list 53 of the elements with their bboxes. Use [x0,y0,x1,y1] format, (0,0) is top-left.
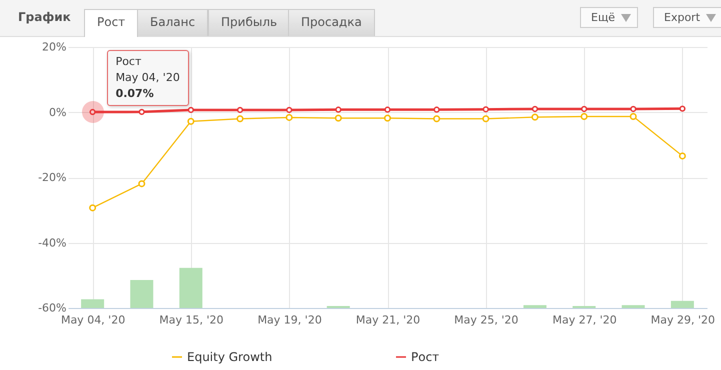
bar [670,300,694,308]
point [678,152,686,160]
point [187,118,194,125]
point [433,115,440,122]
x-tick-label: May 29, '20 [650,314,716,326]
point [384,114,391,122]
x-tick-label: May 19, '20 [258,314,322,326]
point [138,108,145,116]
x-tick-label: May 15, '20 [159,314,224,326]
point [286,106,292,114]
point [138,180,146,188]
point [581,106,588,112]
point [286,114,293,121]
point [580,113,588,120]
point [679,106,686,112]
point [236,115,244,122]
bar [81,299,104,308]
x-tick-label: May 27, '20 [552,314,617,326]
chart-title: График [18,10,71,24]
bar [523,305,546,308]
text: Прибыль [208,9,290,36]
y-tick-label: -40% [38,236,66,250]
point [531,114,538,121]
point [434,106,440,113]
y-tick-label: 20% [42,40,66,54]
text: Баланс [137,9,208,36]
point [532,106,538,112]
text: Export [653,7,721,28]
point [188,106,194,114]
y-tick-label: -60% [38,302,66,314]
point [335,106,342,113]
point [236,106,244,114]
point [384,106,391,113]
point [482,106,489,112]
y-tick-label: -20% [38,171,66,184]
annotation: Рост May 04, '20 0.07% [106,50,189,106]
point [334,114,342,122]
text: Просадка [288,9,375,36]
text: Ещё [580,7,638,28]
y-tick-label: 0% [49,106,66,119]
text: Рост [84,9,138,37]
bar [622,305,645,308]
bar [179,268,202,308]
point [482,115,490,122]
point [630,106,636,112]
x-tick-label: May 04, '20 [60,314,126,326]
x-tick-label: May 21, '20 [356,314,420,326]
legend-label: Рост [411,350,440,364]
point [630,113,637,120]
x-tick-label: May 25, '20 [454,314,518,326]
point [89,204,96,212]
bar [130,280,154,308]
legend-label: Equity Growth [187,350,272,364]
